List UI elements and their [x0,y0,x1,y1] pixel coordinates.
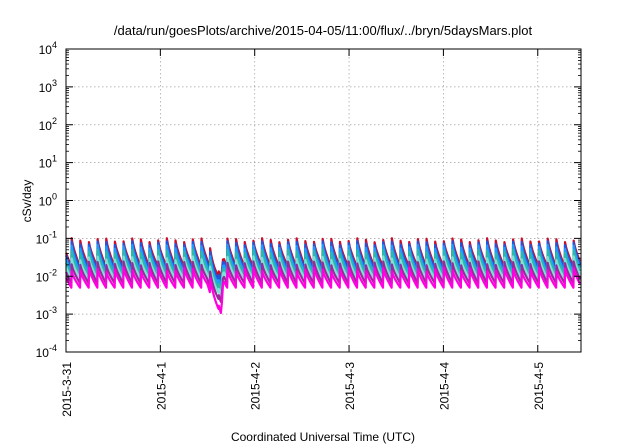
series-line [65,255,581,297]
x-tick-label: 2015-4-4 [437,362,451,410]
y-tick-label: 102 [39,116,57,133]
y-tick-label: 10-3 [36,305,57,322]
y-tick-labels: 104 103 102 101 100 10-1 10-2 10-3 10-4 [36,40,57,360]
x-tick-label: 2015-4-2 [249,362,263,410]
y-axis-label: cSv/day [20,180,34,223]
y-tick-label: 101 [39,154,57,171]
series-layer [65,237,582,315]
x-tick-label: 2015-4-5 [532,362,546,410]
series-line [65,260,581,303]
series-line [65,243,582,288]
series-line [65,266,581,315]
series-line [65,248,582,292]
ticks [65,48,581,353]
x-axis-label: Coordinated Universal Time (UTC) [231,430,415,444]
y-tick-label: 100 [39,192,57,209]
x-tick-labels: 2015-3-31 2015-4-1 2015-4-2 2015-4-3 2015-4-… [60,362,546,417]
y-tick-label: 104 [39,40,57,57]
y-tick-label: 103 [39,78,57,95]
y-tick-label: 10-4 [36,343,57,360]
x-tick-label: 2015-4-3 [343,362,357,410]
y-tick-label: 10-2 [36,267,57,284]
chart-title: /data/run/goesPlots/archive/2015-04-05/1… [114,23,533,38]
y-tick-label: 10-1 [36,229,57,246]
x-tick-label: 2015-3-31 [60,362,74,417]
x-tick-label: 2015-4-1 [154,362,168,410]
